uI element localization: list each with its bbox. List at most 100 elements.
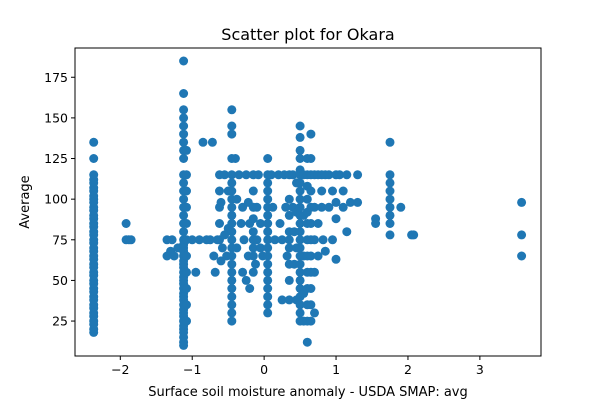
data-point <box>227 259 237 269</box>
data-point <box>248 214 258 224</box>
data-point <box>179 129 189 139</box>
data-point <box>263 251 273 261</box>
data-point <box>371 219 381 228</box>
data-point <box>331 214 341 224</box>
data-point <box>345 197 355 207</box>
data-point <box>331 197 341 207</box>
data-point <box>227 251 237 261</box>
data-point <box>234 170 244 180</box>
data-point <box>342 227 352 237</box>
data-point <box>295 243 305 253</box>
data-point <box>320 246 330 256</box>
data-point <box>275 219 285 228</box>
data-point <box>263 154 273 163</box>
data-point <box>232 243 242 253</box>
data-point <box>385 230 395 240</box>
data-point <box>310 267 319 277</box>
data-point <box>295 202 305 212</box>
data-point <box>241 170 251 180</box>
data-point <box>318 235 328 245</box>
data-point <box>215 219 224 228</box>
data-point <box>182 284 191 293</box>
data-point <box>182 300 191 310</box>
data-point <box>295 219 305 228</box>
data-point <box>253 170 263 180</box>
data-point <box>328 186 337 196</box>
data-point <box>194 235 204 245</box>
x-axis-label: Surface soil moisture anomaly - USDA SMA… <box>148 385 468 400</box>
data-point <box>236 219 246 228</box>
data-point <box>248 251 258 261</box>
data-point <box>191 267 201 277</box>
data-point <box>252 235 262 245</box>
data-point <box>353 170 363 180</box>
data-point <box>353 197 363 207</box>
data-point <box>179 210 189 220</box>
data-point <box>217 243 227 253</box>
data-point <box>167 235 177 245</box>
data-point <box>227 308 237 318</box>
y-tick-label: 50 <box>52 273 68 288</box>
data-point <box>179 178 189 188</box>
data-point <box>182 267 191 277</box>
data-point <box>209 251 219 261</box>
data-point <box>342 170 352 180</box>
y-tick-label: 150 <box>44 110 68 125</box>
data-point <box>306 219 316 228</box>
data-point <box>263 178 273 188</box>
data-point <box>238 267 248 277</box>
data-point <box>227 292 237 302</box>
data-point <box>220 170 230 180</box>
y-axis-label: Average <box>18 175 33 228</box>
data-point <box>310 202 319 212</box>
data-point <box>239 235 249 245</box>
data-point <box>227 267 237 277</box>
data-point <box>313 251 323 261</box>
chart-title: Scatter plot for Okara <box>221 25 394 44</box>
data-point <box>317 202 327 212</box>
data-point <box>284 295 294 305</box>
data-point <box>306 300 316 310</box>
data-point <box>295 121 305 131</box>
data-point <box>385 202 395 212</box>
data-point <box>182 170 191 180</box>
y-tick-label: 125 <box>44 151 68 166</box>
data-point <box>270 235 280 245</box>
data-point <box>284 210 294 220</box>
data-point <box>187 235 197 245</box>
data-point <box>306 186 316 196</box>
data-point <box>295 300 305 310</box>
data-point <box>169 251 179 261</box>
data-point <box>295 267 305 277</box>
data-point <box>227 316 237 326</box>
data-point <box>248 243 258 253</box>
data-point <box>263 194 273 204</box>
data-point <box>263 243 273 253</box>
data-point <box>385 170 395 180</box>
data-point <box>266 170 276 180</box>
data-point <box>396 202 406 212</box>
data-point <box>284 235 294 245</box>
data-point <box>252 202 262 212</box>
data-point <box>295 275 305 285</box>
data-point <box>179 194 189 204</box>
data-point <box>324 202 334 212</box>
data-point <box>227 219 237 228</box>
y-tick-label: 75 <box>52 232 68 247</box>
plot-frame <box>74 47 542 357</box>
data-point <box>295 235 305 245</box>
data-point <box>227 178 237 188</box>
data-point <box>284 243 294 253</box>
y-tick-label: 25 <box>52 314 68 329</box>
data-point <box>385 137 395 147</box>
data-point <box>313 219 323 228</box>
y-tick-label: 175 <box>44 70 68 85</box>
data-point <box>251 259 260 269</box>
x-tick-label: −2 <box>111 362 129 377</box>
x-tick-label: −1 <box>183 362 201 377</box>
data-point <box>207 137 217 147</box>
data-point <box>306 284 316 293</box>
data-point <box>227 300 237 310</box>
data-point <box>248 227 258 237</box>
